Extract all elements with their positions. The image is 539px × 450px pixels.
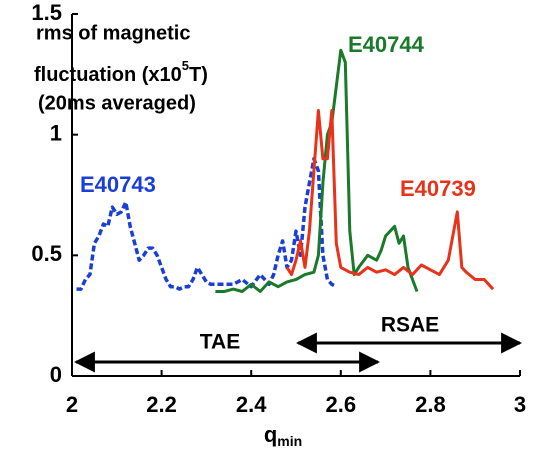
- x-tick-label: 2.6: [326, 392, 357, 417]
- x-axis-label: qmin: [264, 422, 302, 449]
- x-tick-label: 2.4: [236, 392, 267, 417]
- plot-area: 0 0.5 1 1.5 2 2.2 2.4 2.6 2.8 3 E40743 E40744 E40739: [31, 0, 526, 417]
- x-tick-label: 3: [514, 392, 526, 417]
- series-label: E40739: [400, 176, 476, 201]
- title-part: fluctuation (x10: [34, 64, 182, 86]
- x-label-sub: min: [277, 433, 302, 449]
- x-tick-label: 2.2: [146, 392, 177, 417]
- title-sup: 5: [182, 58, 189, 73]
- title-part: T): [189, 64, 208, 86]
- y-tick-label: 1: [50, 120, 62, 145]
- title-line: rms of magnetic: [36, 22, 190, 44]
- x-tick-label: 2: [66, 392, 78, 417]
- rsae-label: RSAE: [381, 314, 439, 337]
- title-line: (20ms averaged): [38, 92, 196, 114]
- x-label: q: [264, 422, 277, 447]
- data-line: [76, 157, 338, 291]
- title-line: fluctuation (x105T): [34, 58, 208, 86]
- y-tick-label: 0: [50, 362, 62, 387]
- y-tick-label: 1.5: [31, 0, 62, 25]
- data-line: [215, 48, 419, 293]
- x-tick-label: 2.8: [415, 392, 446, 417]
- data-line: [285, 109, 495, 291]
- series-label: E40744: [348, 32, 425, 57]
- y-tick-label: 0.5: [31, 241, 62, 266]
- tae-label: TAE: [200, 331, 240, 354]
- series-label: E40743: [80, 172, 156, 197]
